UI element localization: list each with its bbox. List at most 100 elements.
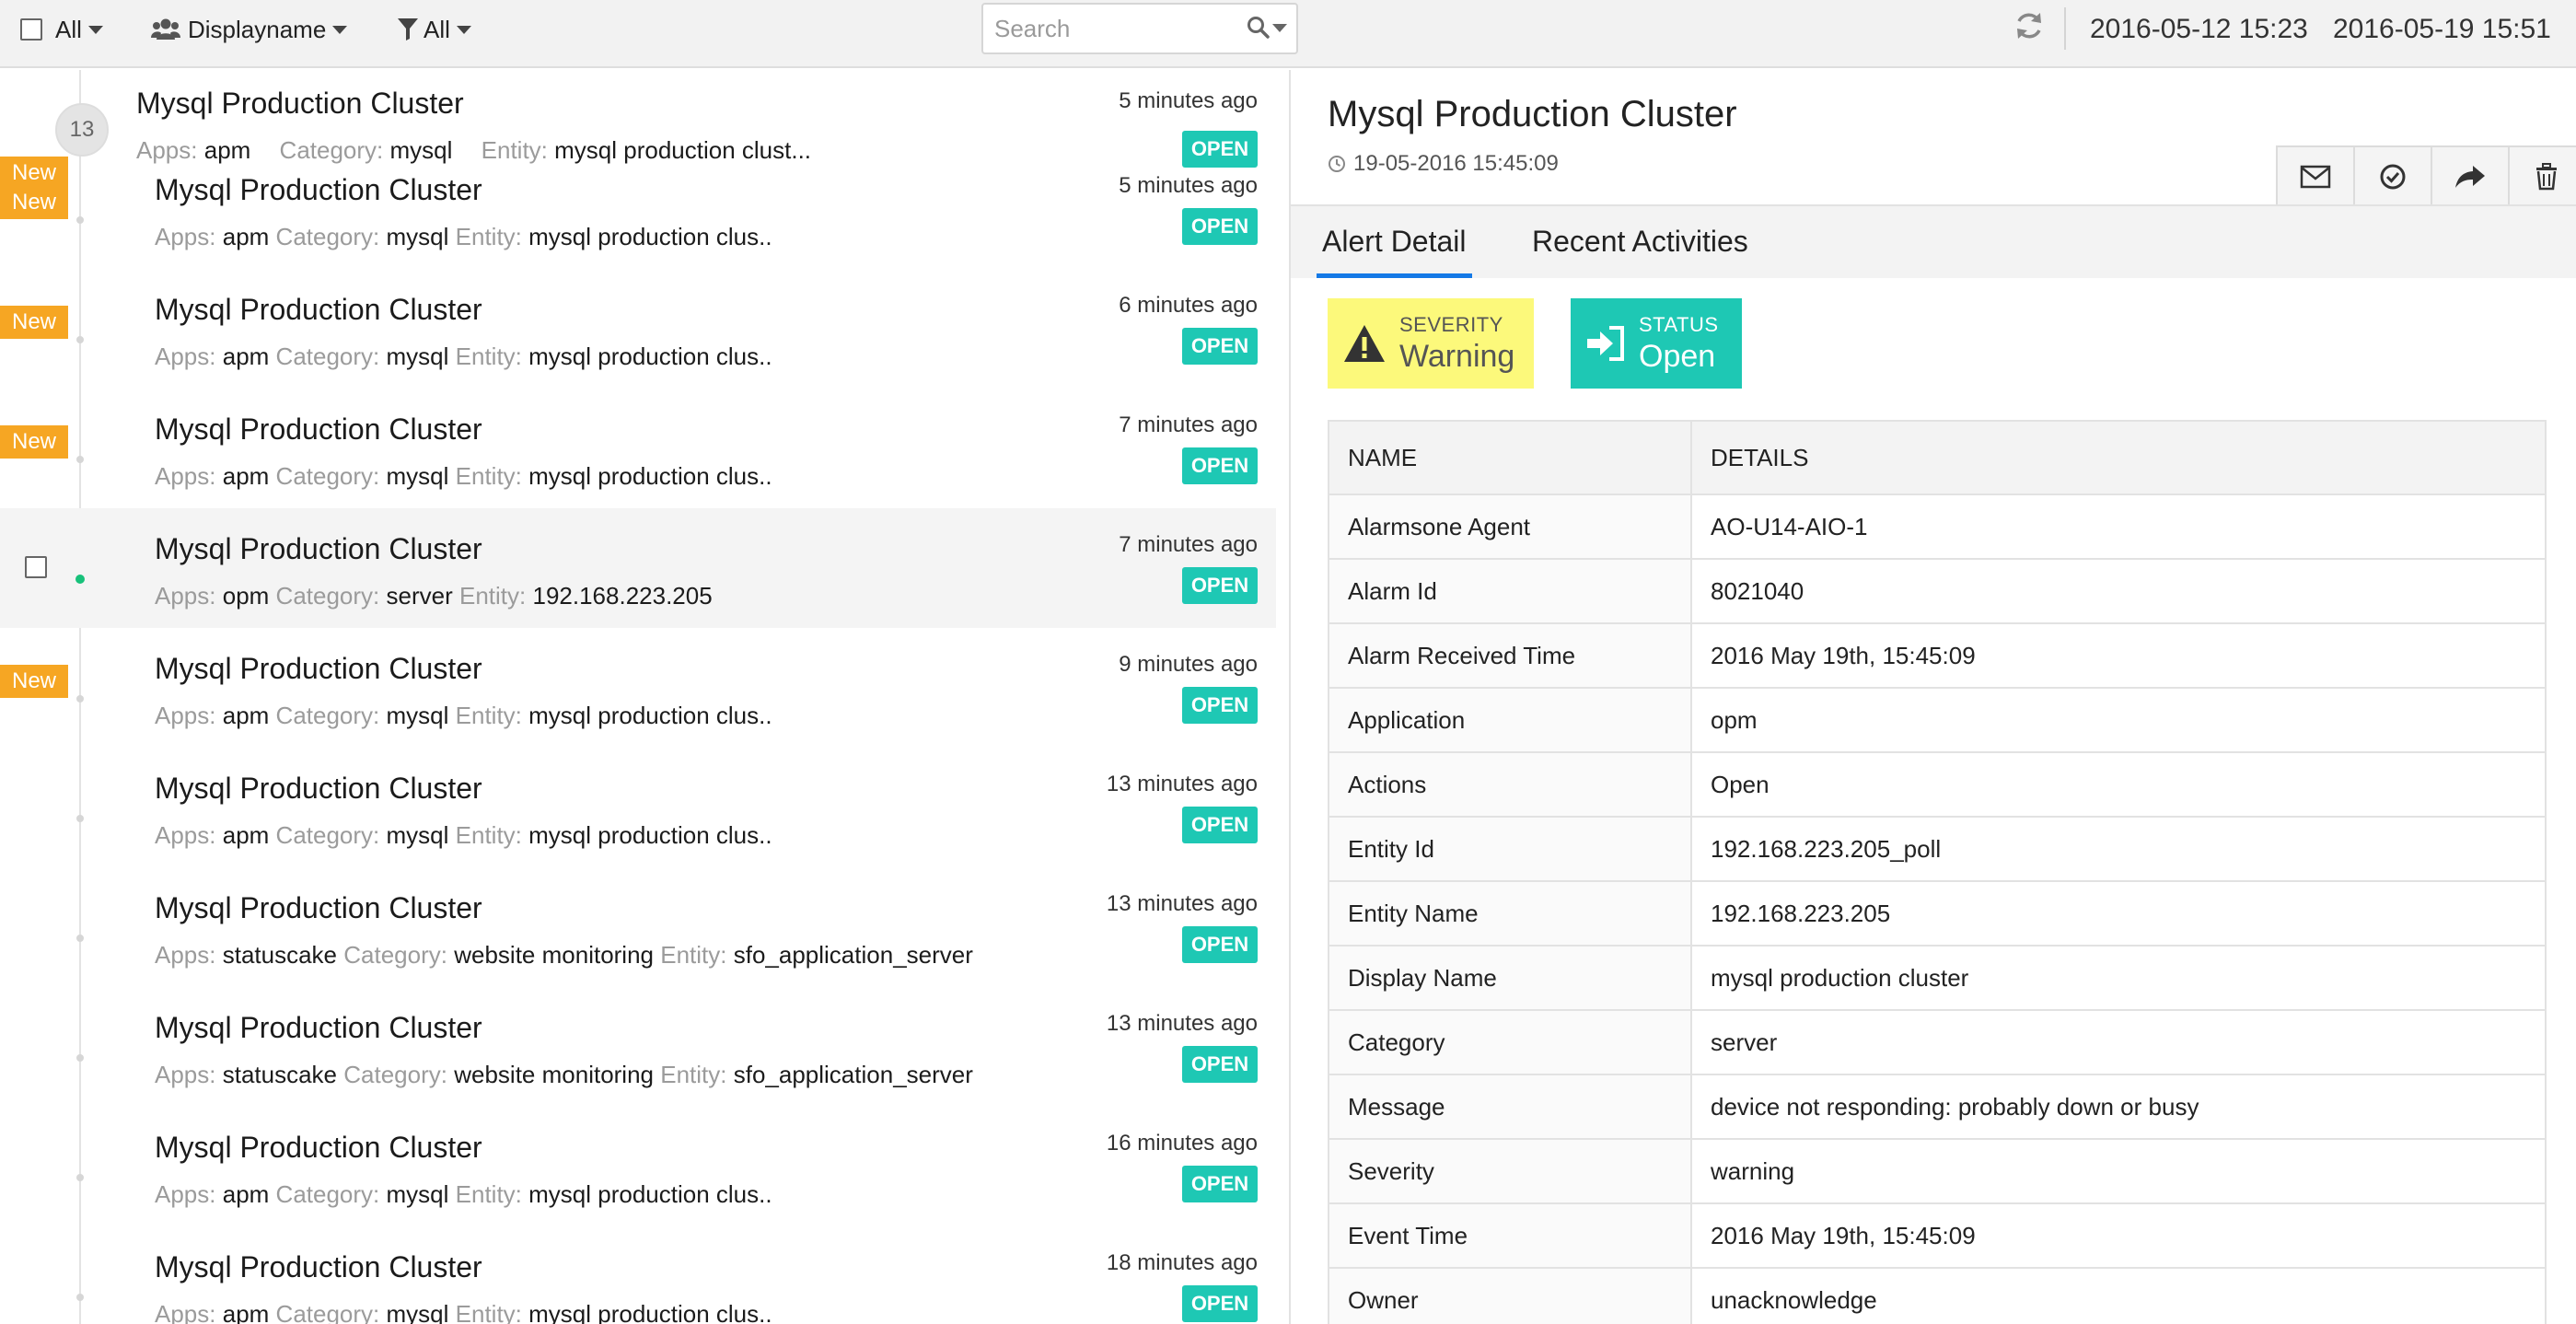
alert-list-item[interactable]: Mysql Production Cluster Apps: statuscake… [0,987,1276,1107]
category-label: Category: [279,136,384,164]
alert-title: Mysql Production Cluster [155,1250,482,1283]
detail-name-cell: Display Name [1328,945,1692,1011]
alert-list-item[interactable]: Mysql Production Cluster Apps: apm Catego… [0,1226,1276,1324]
category-label: Category: [275,223,380,250]
group-count-badge: 13 [55,103,109,157]
status-badge: OPEN [1182,1166,1258,1202]
alert-time: 7 minutes ago [1119,532,1258,557]
category-value: mysql [386,821,449,849]
severity-chip: SEVERITY Warning [1328,298,1534,389]
alert-meta: Apps: opm Category: server Entity: 192.1… [155,582,713,610]
apps-value: apm [222,821,270,849]
timeline-dot [76,336,84,343]
apps-label: Apps: [155,343,216,370]
alert-time: 6 minutes ago [1119,293,1258,318]
entity-value: sfo_application_server [733,1061,973,1088]
apps-value: apm [222,223,270,250]
status-badge: OPEN [1182,1285,1258,1322]
detail-name-cell: Severity [1328,1138,1692,1204]
detail-value-cell: 2016 May 19th, 15:45:09 [1690,622,2547,689]
alert-list-item[interactable]: Mysql Production Cluster Apps: opm Catego… [0,508,1276,628]
alert-meta: Apps: apm Category: mysql Entity: mysql … [155,1180,772,1209]
alert-time: 5 minutes ago [1119,173,1258,198]
filter-dropdown[interactable]: All [398,0,471,59]
select-all-checkbox[interactable] [20,18,42,41]
detail-timestamp-text: 19-05-2016 15:45:09 [1353,151,1559,176]
tab-alert-detail[interactable]: Alert Detail [1317,206,1472,278]
alert-list-item[interactable]: New Mysql Production Cluster Apps: apm Cat… [0,149,1276,269]
group-by-dropdown[interactable]: Displayname [151,0,348,59]
apps-value: apm [222,1300,270,1324]
email-button[interactable] [2276,145,2353,208]
detail-value-cell: 8021040 [1690,558,2547,624]
category-value: mysql [386,343,449,370]
new-badge: New [0,157,68,190]
severity-label: SEVERITY [1399,312,1503,336]
category-value: mysql [386,1300,449,1324]
alert-list-item[interactable]: New Mysql Production Cluster Apps: apm Cat… [0,628,1276,748]
apps-label: Apps: [155,1180,216,1208]
timeline-dot [76,935,84,942]
category-label: Category: [275,1300,380,1324]
detail-value-cell: device not responding: probably down or … [1690,1074,2547,1140]
entity-label: Entity: [455,702,522,729]
alert-list-item[interactable]: New Mysql Production Cluster Apps: apm Cat… [0,269,1276,389]
category-value: mysql [386,462,449,490]
date-from[interactable]: 2016-05-12 15:23 [2090,14,2308,44]
timeline-dot [76,216,84,224]
status-badge: OPEN [1182,926,1258,963]
alert-meta: Apps: apm Category: mysql Entity: mysql … [155,223,772,251]
table-row: Event Time 2016 May 19th, 15:45:09 [1328,1202,2547,1269]
entity-value: mysql production clus.. [528,1180,772,1208]
apps-value: apm [203,136,251,164]
forward-button[interactable] [2431,145,2508,208]
entity-value: mysql production clus.. [528,343,772,370]
tab-recent-activities[interactable]: Recent Activities [1532,225,1748,258]
search-options-button[interactable] [1247,16,1287,40]
entity-label: Entity: [455,462,522,490]
entity-value: mysql production clus.. [528,462,772,490]
apps-label: Apps: [136,136,198,164]
category-label: Category: [275,343,380,370]
alert-time: 13 minutes ago [1106,891,1258,916]
alert-time: 7 minutes ago [1119,412,1258,437]
detail-value-cell: server [1690,1009,2547,1075]
select-all-dropdown[interactable]: All [20,0,103,59]
apps-value: apm [222,343,270,370]
entity-label: Entity: [455,343,522,370]
filter-label: All [424,15,450,43]
row-checkbox[interactable] [25,556,47,578]
panel-divider [1289,70,1291,1324]
acknowledge-button[interactable] [2353,145,2431,208]
status-badge: OPEN [1182,807,1258,843]
apps-label: Apps: [155,941,216,969]
category-label: Category: [275,702,380,729]
search-box [981,3,1298,54]
alert-meta: Apps: apm Category: mysql Entity: mysql … [155,821,772,850]
alert-list-item[interactable]: Mysql Production Cluster Apps: apm Catego… [0,1107,1276,1226]
new-badge: New [0,186,68,219]
entity-value: mysql production clus.. [528,702,772,729]
refresh-button[interactable] [2013,9,2046,47]
category-label: Category: [343,1061,447,1088]
alert-list-item[interactable]: Mysql Production Cluster Apps: statuscake… [0,867,1276,987]
alert-list-item[interactable]: New Mysql Production Cluster Apps: apm Cat… [0,389,1276,508]
alert-list-item[interactable]: Mysql Production Cluster Apps: apm Catego… [0,748,1276,867]
alert-meta: Apps: apm Category: mysql Entity: mysql … [155,462,772,491]
search-input[interactable] [994,12,1243,45]
table-row: Display Name mysql production cluster [1328,945,2547,1011]
new-badge: New [0,665,68,698]
alert-title: Mysql Production Cluster [155,532,482,565]
status-label: STATUS [1639,312,1719,336]
detail-name-cell: Entity Id [1328,816,1692,882]
alert-time: 13 minutes ago [1106,772,1258,796]
alert-meta: Apps: apm Category: mysql Entity: mysql … [155,702,772,730]
delete-button[interactable] [2508,145,2576,208]
chevron-down-icon [456,25,471,34]
entity-label: Entity: [660,941,727,969]
timeline-dot [76,695,84,703]
date-to[interactable]: 2016-05-19 15:51 [2333,14,2551,44]
apps-label: Apps: [155,462,216,490]
detail-name-cell: Entity Name [1328,880,1692,947]
alert-group-header[interactable]: Mysql Production Cluster Apps: apm Categ… [0,70,1276,190]
